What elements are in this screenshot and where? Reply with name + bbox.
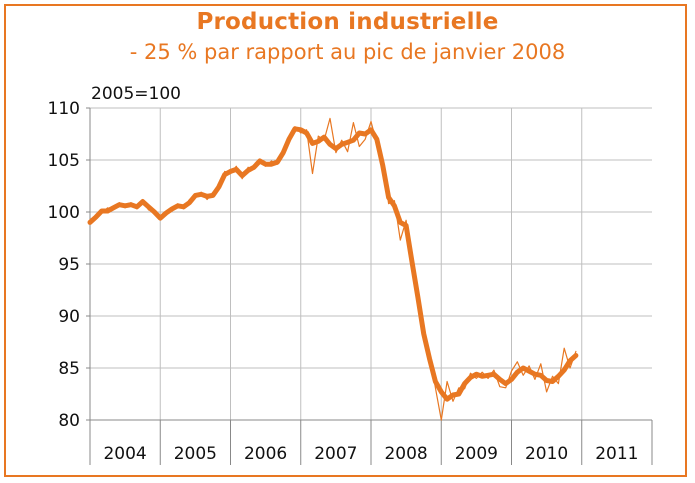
x-tick-label: 2010 [525, 444, 568, 464]
y-tick-label: 100 [48, 203, 80, 223]
series-line-monthly [89, 117, 577, 421]
y-tick-label: 105 [48, 151, 80, 171]
y-tick-label: 110 [48, 99, 80, 119]
x-tick-label: 2006 [244, 444, 287, 464]
chart-title: Production industrielle [196, 9, 499, 35]
x-tick-label: 2004 [103, 444, 146, 464]
x-tick-label: 2009 [455, 444, 498, 464]
x-axis-ticks: 2004 2005 2006 2007 2008 2009 2010 2011 [89, 420, 653, 465]
unit-label: 2005=100 [91, 84, 181, 104]
chart-frame [4, 4, 687, 477]
series-line-smoothed [87, 126, 579, 402]
y-tick-label: 85 [58, 359, 80, 379]
x-tick-label: 2008 [384, 444, 427, 464]
y-tick-label: 95 [58, 255, 80, 275]
x-tick-label: 2011 [595, 444, 638, 464]
y-tick-label: 90 [58, 307, 80, 327]
y-axis-ticks: 80 85 90 95 100 105 110 [48, 99, 90, 431]
x-tick-label: 2007 [314, 444, 357, 464]
series-lines [87, 117, 579, 421]
chart-subtitle: - 25 % par rapport au pic de janvier 200… [129, 40, 566, 64]
y-tick-label: 80 [58, 411, 80, 431]
x-tick-label: 2005 [174, 444, 217, 464]
grid-lines [90, 107, 652, 420]
